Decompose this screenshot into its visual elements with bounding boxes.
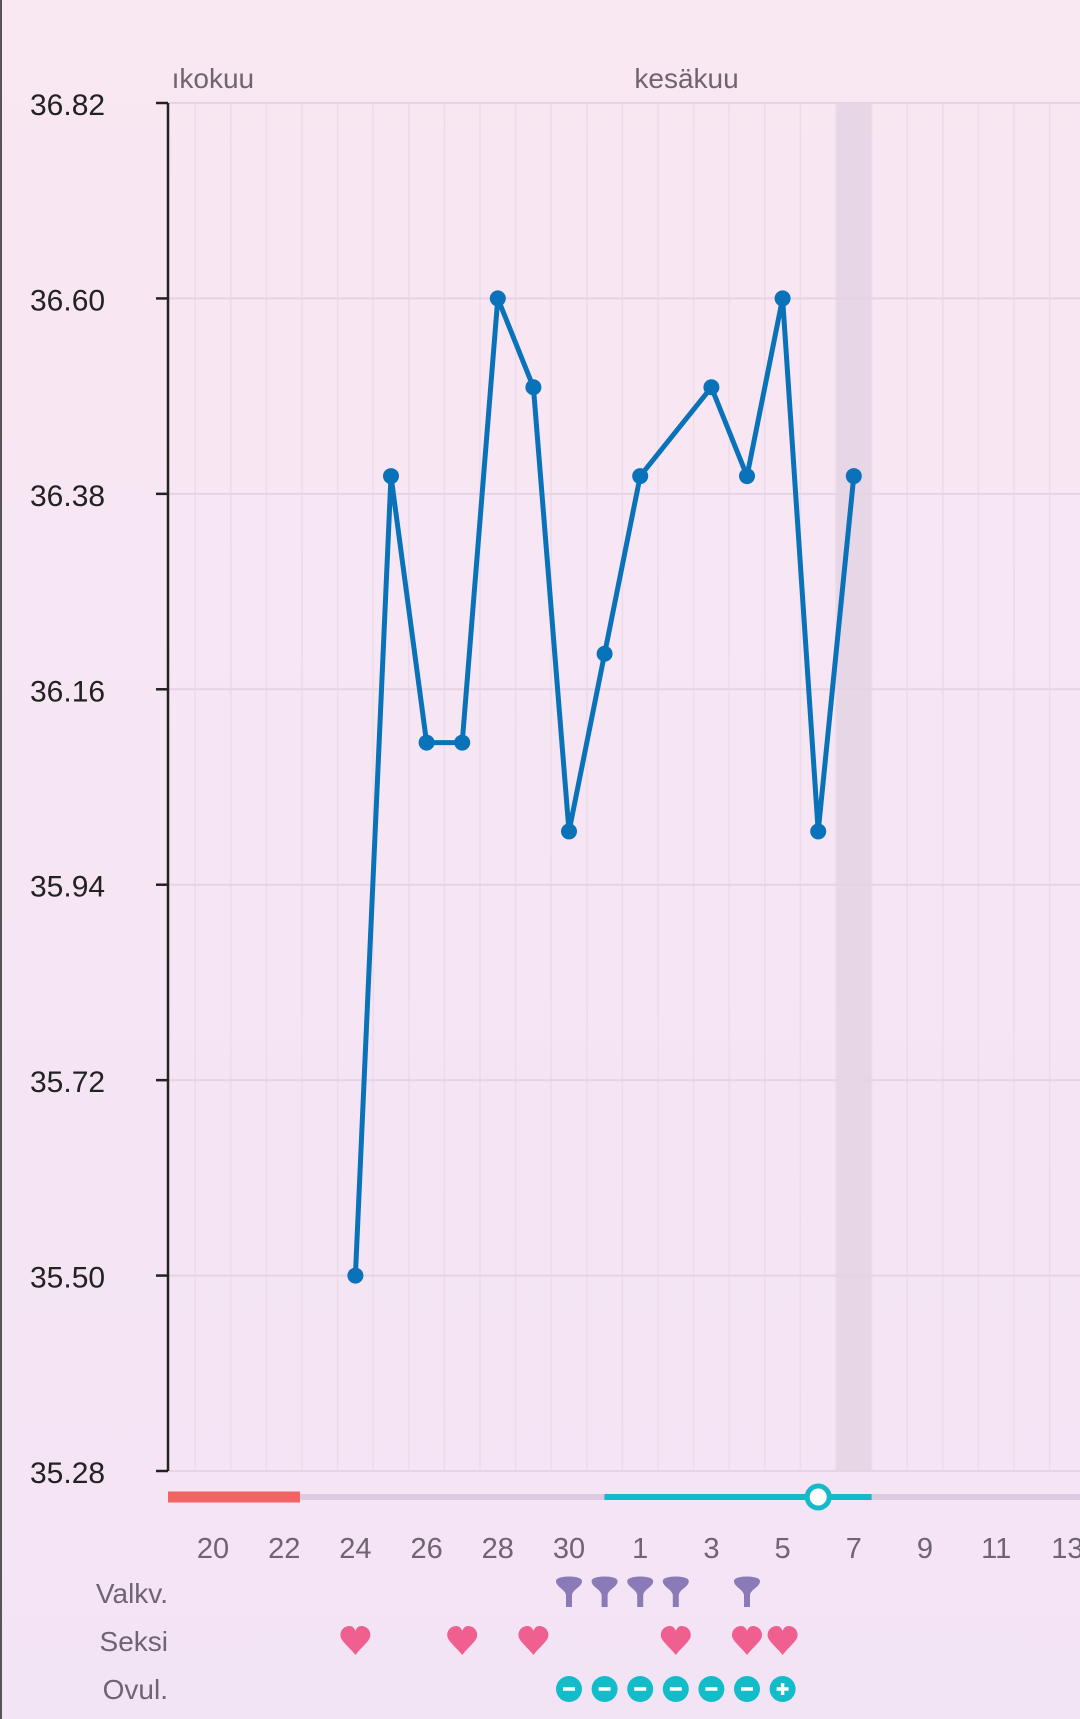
cervical-fluid-icon — [591, 1576, 618, 1607]
month-label: kesäkuu — [634, 63, 738, 94]
fluid-drop-shape — [734, 1576, 760, 1607]
data-point[interactable] — [347, 1267, 364, 1284]
cervical-fluid-icon — [662, 1576, 689, 1607]
x-tick-label: 13 — [1051, 1533, 1080, 1565]
x-tick-label: 30 — [553, 1533, 585, 1565]
ovulation-test-icon — [734, 1676, 760, 1702]
y-tick-label: 36.82 — [30, 89, 105, 122]
month-label: ıkokuu — [172, 63, 255, 94]
y-tick-label: 36.60 — [30, 284, 105, 317]
ovulation-marker — [804, 1483, 832, 1511]
heart-shape — [518, 1626, 549, 1655]
x-tick-label: 1 — [632, 1533, 648, 1565]
ovulation-test-icon — [769, 1676, 796, 1702]
heart-shape — [767, 1626, 798, 1655]
data-point[interactable] — [561, 823, 577, 840]
data-point[interactable] — [845, 468, 862, 485]
data-point[interactable] — [383, 468, 399, 485]
ovulation-test-icon — [556, 1676, 582, 1702]
data-point[interactable] — [632, 468, 649, 485]
heart-icon — [340, 1626, 371, 1655]
data-point[interactable] — [596, 645, 613, 662]
fluid-drop-shape — [662, 1576, 689, 1607]
cervical-fluid-icon — [627, 1576, 654, 1607]
data-point[interactable] — [810, 823, 827, 840]
data-point[interactable] — [418, 734, 435, 751]
selected-day-highlight — [836, 103, 872, 1471]
row-label: Valkv. — [96, 1578, 168, 1609]
y-tick-label: 35.72 — [30, 1066, 105, 1099]
x-tick-label: 5 — [775, 1533, 791, 1565]
x-tick-label: 24 — [339, 1533, 371, 1565]
heart-icon — [518, 1626, 549, 1655]
cervical-fluid-icon — [734, 1576, 760, 1607]
cervical-fluid-icon — [556, 1576, 582, 1607]
x-tick-label: 3 — [703, 1533, 719, 1565]
y-tick-label: 35.94 — [30, 871, 105, 904]
heart-shape — [660, 1626, 691, 1655]
x-tick-label: 28 — [482, 1533, 514, 1565]
y-tick-label: 35.28 — [30, 1457, 105, 1490]
ovulation-test-icon — [662, 1676, 689, 1702]
data-point[interactable] — [774, 290, 791, 307]
x-tick-label: 20 — [197, 1533, 229, 1565]
ovulation-test-icon — [698, 1676, 725, 1702]
ovulation-test-icon — [591, 1676, 618, 1702]
heart-icon — [447, 1626, 478, 1655]
data-point[interactable] — [525, 379, 542, 396]
heart-shape — [447, 1626, 478, 1655]
window-edge — [0, 0, 2, 1719]
x-tick-label: 9 — [917, 1533, 933, 1565]
data-point[interactable] — [489, 290, 506, 307]
heart-shape — [340, 1626, 371, 1655]
x-tick-label: 7 — [846, 1533, 862, 1565]
data-point[interactable] — [454, 734, 471, 751]
fluid-drop-shape — [627, 1576, 654, 1607]
x-tick-label: 11 — [981, 1533, 1011, 1565]
row-label: Seksi — [100, 1626, 168, 1657]
x-tick-label: 22 — [268, 1533, 300, 1565]
y-tick-label: 36.16 — [30, 675, 105, 708]
heart-icon — [660, 1626, 691, 1655]
temperature-line — [352, 295, 857, 1276]
data-point[interactable] — [703, 379, 720, 396]
data-point[interactable] — [739, 468, 755, 485]
heart-shape — [732, 1626, 762, 1655]
y-tick-label: 35.50 — [30, 1262, 105, 1295]
heart-icon — [767, 1626, 798, 1655]
row-label: Ovul. — [103, 1674, 168, 1705]
ovulation-test-icon — [627, 1676, 654, 1702]
heart-icon — [732, 1626, 762, 1655]
x-tick-label: 26 — [410, 1533, 442, 1565]
y-tick-label: 36.38 — [30, 480, 105, 513]
fluid-drop-shape — [556, 1576, 582, 1607]
fluid-drop-shape — [591, 1576, 618, 1607]
